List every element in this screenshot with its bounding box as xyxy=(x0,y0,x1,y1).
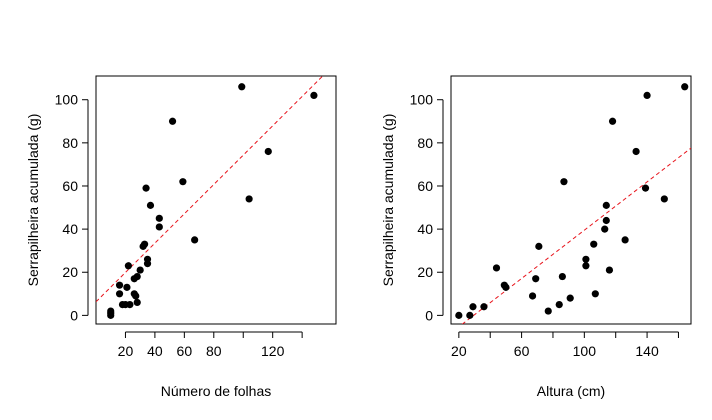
data-point xyxy=(143,260,152,268)
data-point xyxy=(466,311,474,319)
data-point xyxy=(566,294,574,302)
data-point xyxy=(133,298,141,307)
y-tick-label: 0 xyxy=(70,307,78,323)
data-point xyxy=(469,303,477,311)
data-point xyxy=(582,262,590,270)
data-point xyxy=(142,184,150,192)
data-point xyxy=(641,184,650,192)
y-tick-label: 80 xyxy=(62,135,78,151)
x-tick-label: 80 xyxy=(206,343,222,359)
y-tick-label: 40 xyxy=(417,221,433,237)
data-point xyxy=(591,290,599,298)
data-point xyxy=(155,214,163,222)
regression-line xyxy=(461,147,691,324)
data-point xyxy=(621,236,629,244)
x-tick-label: 60 xyxy=(514,343,530,359)
y-tick-label: 100 xyxy=(410,92,434,108)
data-point xyxy=(124,262,132,270)
data-point xyxy=(492,264,501,272)
data-point xyxy=(191,236,199,244)
plot-panel-1: 20 40 60 80 120 0 20 40 60 80 100 Número de folhas S… xyxy=(25,75,337,399)
y-axis-title: Serrapilheira acumulada (g) xyxy=(25,114,41,287)
x-tick-label: 60 xyxy=(177,343,193,359)
y-tick-label: 0 xyxy=(425,307,433,323)
data-point xyxy=(126,300,134,309)
plot-panel-2: 20 60 100 140 0 20 40 60 80 100 Altura (cm) Serrapi… xyxy=(380,75,692,399)
y-tick-label: 20 xyxy=(62,264,78,280)
data-point xyxy=(264,147,272,156)
x-tick-label: 100 xyxy=(573,343,597,359)
data-point xyxy=(643,91,651,100)
data-point xyxy=(605,266,614,274)
regression-line xyxy=(96,76,324,303)
x-tick-label: 140 xyxy=(635,343,659,359)
data-point xyxy=(480,303,488,311)
y-tick-label: 60 xyxy=(417,178,433,194)
data-point xyxy=(245,195,253,203)
data-point xyxy=(179,178,187,186)
data-point xyxy=(133,272,141,281)
data-point xyxy=(602,216,610,225)
data-point xyxy=(558,272,566,281)
data-point xyxy=(123,283,131,291)
data-point xyxy=(582,255,590,263)
data-point xyxy=(136,266,144,274)
x-tick-label: 40 xyxy=(147,343,163,359)
data-point xyxy=(107,307,115,315)
plot-frame xyxy=(95,75,337,325)
data-point xyxy=(140,240,149,248)
data-point xyxy=(608,117,617,125)
data-point xyxy=(535,242,543,250)
data-point xyxy=(455,311,463,319)
y-tick-label: 60 xyxy=(62,178,78,194)
data-point xyxy=(681,83,689,91)
y-tick-label: 100 xyxy=(55,92,79,108)
data-point xyxy=(238,83,246,91)
data-point xyxy=(632,147,640,156)
data-point xyxy=(168,117,177,125)
data-point xyxy=(115,290,124,298)
data-point xyxy=(310,91,318,100)
data-point xyxy=(590,240,598,248)
data-point xyxy=(601,225,609,233)
data-point xyxy=(560,178,568,186)
data-point xyxy=(132,292,140,300)
data-point xyxy=(528,292,537,300)
x-tick-label: 20 xyxy=(118,343,134,359)
x-axis-title: Número de folhas xyxy=(161,383,272,399)
x-axis-title: Altura (cm) xyxy=(537,383,605,399)
plot-frame xyxy=(450,75,692,325)
y-tick-label: 40 xyxy=(62,221,78,237)
x-tick-label: 20 xyxy=(451,343,467,359)
y-tick-label: 20 xyxy=(417,264,433,280)
data-point xyxy=(146,201,155,209)
x-tick-label: 120 xyxy=(261,343,285,359)
data-point xyxy=(555,300,563,309)
y-tick-label: 80 xyxy=(417,135,433,151)
data-point xyxy=(544,307,552,315)
data-point xyxy=(602,201,610,209)
data-point xyxy=(502,283,510,291)
data-point xyxy=(532,275,540,283)
data-point xyxy=(155,223,163,231)
data-point xyxy=(660,195,668,203)
data-point xyxy=(115,281,124,289)
y-axis-title: Serrapilheira acumulada (g) xyxy=(380,114,396,287)
